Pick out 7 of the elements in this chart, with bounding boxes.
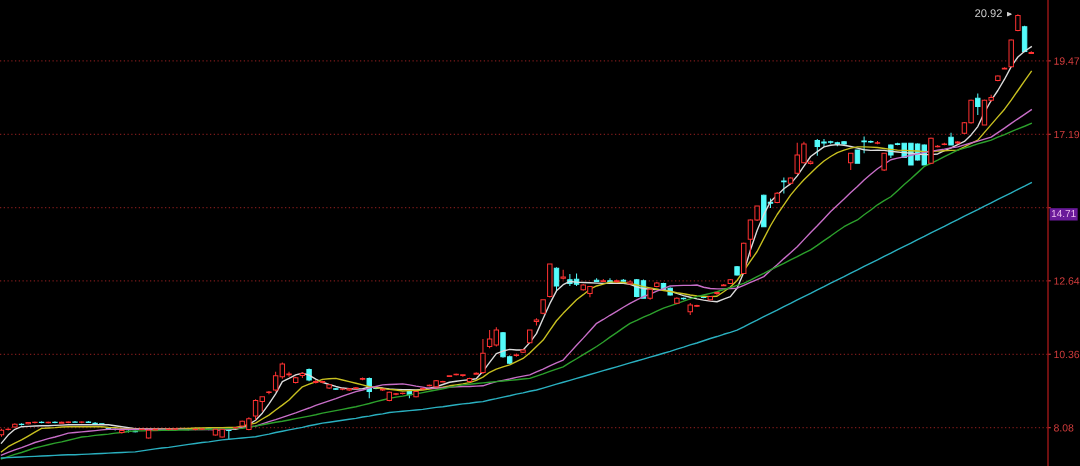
text: 14.71 [1051,210,1076,217]
y-tick-label: 17.19 [1054,130,1080,139]
y-tick-label: 8.08 [1054,424,1074,432]
annotation: 20.92 [975,9,1002,18]
y-tick-label: 19.47 [1054,57,1080,65]
y-tick-label: 10.36 [1054,350,1080,359]
y-tick-label: 12.64 [1054,277,1080,285]
